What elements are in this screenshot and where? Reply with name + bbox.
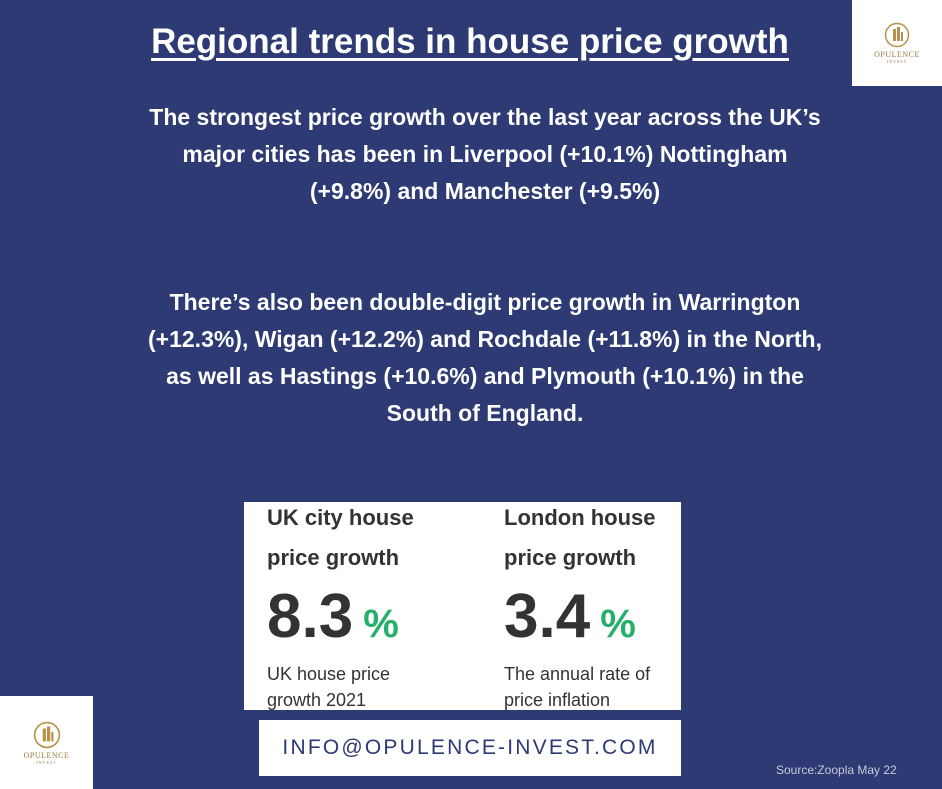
logo-name: OPULENCE	[874, 50, 920, 59]
stat-unit: %	[363, 602, 399, 646]
logo: OPULENCE INVEST	[0, 696, 93, 789]
stat: London house price growth 3.4% The annua…	[504, 502, 714, 713]
stat-unit: %	[600, 602, 636, 646]
stat-caption: The annual rate of price inflation	[504, 664, 651, 710]
logo-sub: INVEST	[36, 759, 57, 765]
stat-value-row: 8.3%	[267, 582, 477, 659]
paragraph: The strongest price growth over the last…	[149, 104, 821, 204]
stat-caption: UK house price growth 2021	[267, 664, 391, 710]
stats-card: UK city house price growth 8.3% UK house…	[244, 502, 681, 710]
logo-icon	[884, 22, 910, 48]
title: Regional trends in house price growth	[151, 22, 789, 61]
stat: UK city house price growth 8.3% UK house…	[267, 502, 477, 713]
source-note: Source:Zoopla May 22	[776, 763, 897, 777]
logo: OPULENCE INVEST	[852, 0, 942, 86]
logo-icon	[33, 721, 60, 748]
stat-value: 8.3	[267, 582, 354, 651]
logo-name: OPULENCE	[23, 750, 70, 760]
stat-value-row: 3.4%	[504, 582, 714, 659]
paragraph: There’s also been double-digit price gro…	[148, 289, 822, 426]
logo-sub: INVEST	[886, 59, 908, 64]
stat-value: 3.4	[504, 582, 591, 651]
stat-heading: UK city house price growth	[267, 505, 414, 570]
contact-email[interactable]: INFO@OPULENCE-INVEST.COM	[259, 720, 681, 776]
stat-heading: London house price growth	[504, 505, 656, 570]
